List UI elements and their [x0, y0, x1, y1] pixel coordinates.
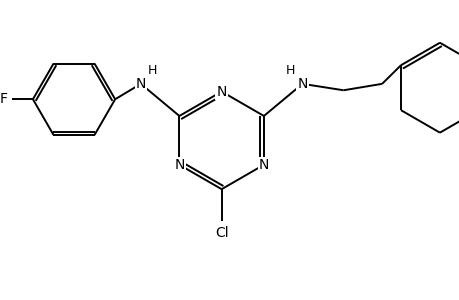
Text: N: N — [258, 158, 269, 172]
Text: H: H — [147, 64, 157, 77]
Text: N: N — [135, 77, 146, 91]
Text: F: F — [0, 92, 7, 106]
Text: N: N — [174, 158, 184, 172]
Text: H: H — [285, 64, 295, 77]
Text: N: N — [216, 85, 226, 99]
Text: N: N — [297, 77, 307, 91]
Text: Cl: Cl — [214, 226, 228, 240]
